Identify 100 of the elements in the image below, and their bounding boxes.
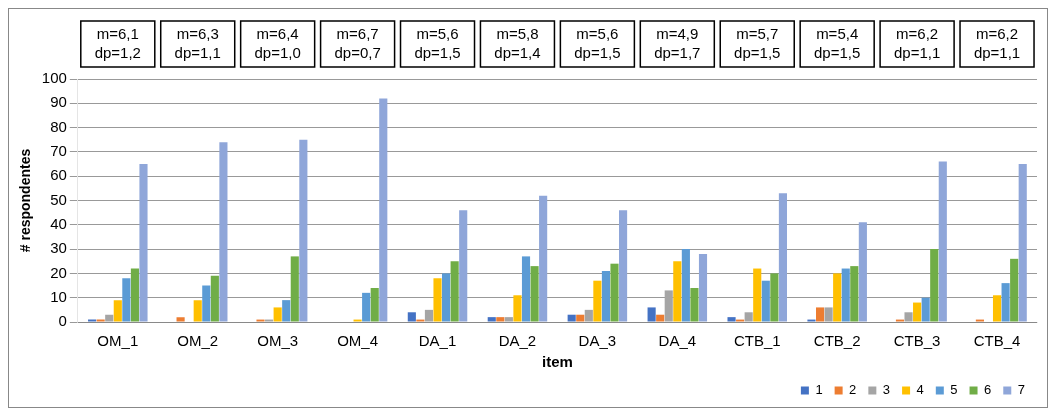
bar: [930, 249, 939, 322]
bar: [992, 295, 1002, 322]
y-axis-title: # respondentes: [17, 148, 34, 253]
bar: [139, 164, 148, 322]
bar: [610, 263, 619, 322]
text: m=5,4 dp=1,5: [814, 25, 861, 62]
y-tick-label: 50: [50, 190, 67, 208]
y-tick-label: 20: [50, 263, 67, 281]
x-tick-label: DA_2: [498, 332, 537, 350]
bar: [496, 317, 505, 322]
bar: [1001, 283, 1010, 322]
x-tick-label: DA_4: [658, 332, 697, 350]
x-tick-label: OM_1: [97, 332, 139, 350]
bar: [778, 193, 787, 322]
text: m=6,7 dp=0,7: [334, 25, 381, 62]
bar: [487, 317, 496, 322]
text: m=6,1 dp=1,2: [94, 25, 141, 62]
bar: [176, 317, 185, 322]
bar: [513, 295, 522, 322]
y-tick-label: 80: [50, 117, 67, 135]
bar: [433, 278, 442, 322]
bar: [815, 307, 825, 322]
bar: [282, 300, 291, 322]
bar: [530, 266, 539, 322]
text: m=5,7 dp=1,5: [734, 25, 781, 62]
bar: [858, 222, 867, 322]
bar: [370, 287, 379, 322]
text: m=5,6 dp=1,5: [414, 25, 461, 62]
bar: [656, 314, 665, 322]
bar: [601, 270, 611, 322]
bar: [619, 210, 628, 322]
bar: [193, 300, 202, 322]
bar: [299, 139, 308, 322]
bar: [770, 273, 779, 322]
x-tick-label: CTB_1: [733, 332, 781, 350]
bar: [122, 278, 131, 322]
legend-label: 6: [984, 382, 992, 398]
text: m=4,9 dp=1,7: [654, 25, 701, 62]
bar: [219, 142, 228, 322]
bar: [841, 268, 850, 322]
bar: [647, 307, 656, 322]
bar: [273, 307, 282, 322]
bar: [539, 195, 548, 322]
bar: [379, 98, 388, 322]
bar: [567, 314, 576, 322]
x-tick-label: DA_1: [418, 332, 457, 350]
bar: [521, 256, 531, 322]
bar: [210, 275, 219, 322]
bar: [362, 292, 371, 322]
text: m=6,3 dp=1,1: [174, 25, 221, 62]
bar: [913, 302, 922, 322]
x-tick-label: CTB_2: [813, 332, 861, 350]
bar: [442, 273, 451, 322]
bar: [673, 261, 682, 322]
x-tick-label: CTB_4: [973, 332, 1021, 350]
bar: [833, 273, 842, 322]
bar: [1010, 258, 1019, 322]
bar: [450, 261, 459, 322]
text: m=5,6 dp=1,5: [574, 25, 621, 62]
bar: [593, 280, 602, 322]
y-tick-label: 60: [50, 166, 67, 184]
text: m=5,8 dp=1,4: [494, 25, 541, 62]
x-tick-label: OM_2: [177, 332, 219, 350]
text: m=6,4 dp=1,0: [254, 25, 301, 62]
bar: [698, 253, 708, 322]
bar: [407, 312, 416, 322]
bar: [753, 268, 762, 322]
bar: [576, 314, 585, 322]
x-tick-label: OM_4: [337, 332, 379, 350]
bar: [727, 317, 736, 322]
legend-label: 7: [1017, 382, 1025, 398]
y-tick-label: 10: [50, 287, 67, 305]
x-tick-label: OM_3: [257, 332, 299, 350]
bar: [290, 256, 299, 322]
y-tick-label: 70: [50, 142, 67, 160]
x-axis-title: item: [541, 353, 573, 371]
bar: [459, 210, 468, 322]
x-tick-label: CTB_3: [893, 332, 941, 350]
bar: [761, 280, 770, 322]
bar: [202, 285, 211, 322]
bar: [681, 249, 690, 322]
legend-label: 2: [849, 382, 857, 398]
text: m=6,2 dp=1,1: [893, 25, 941, 62]
y-tick-label: 40: [50, 214, 67, 232]
y-tick-label: 90: [50, 93, 67, 111]
bar: [130, 268, 139, 322]
legend-label: 5: [950, 382, 958, 398]
bar: [850, 266, 859, 322]
x-tick-label: DA_3: [578, 332, 617, 350]
bar: [938, 161, 947, 322]
legend-label: 4: [916, 382, 924, 398]
text: m=6,2 dp=1,1: [973, 25, 1021, 62]
y-tick-label: 30: [50, 239, 67, 257]
bar: [1018, 164, 1027, 322]
bar: [690, 287, 699, 322]
y-tick-label: 100: [41, 69, 67, 87]
bar: [921, 297, 930, 322]
legend-label: 3: [882, 382, 891, 398]
legend-label: 1: [815, 382, 823, 398]
y-tick-label: 0: [58, 312, 67, 330]
